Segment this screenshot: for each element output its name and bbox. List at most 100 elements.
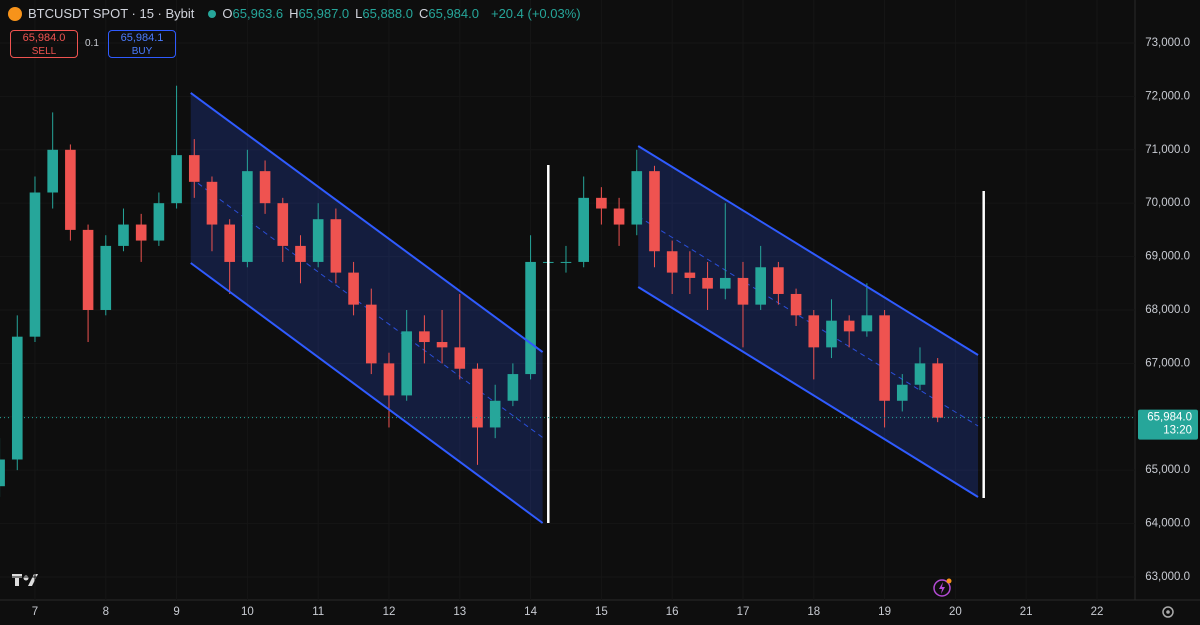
buy-price: 65,984.1: [120, 32, 164, 44]
candle-body: [224, 224, 235, 262]
x-tick-label: 22: [1091, 606, 1104, 618]
candle-body: [914, 363, 926, 385]
y-tick-label: 69,000.0: [1145, 251, 1190, 263]
candle-body: [47, 149, 58, 193]
candle-body: [153, 203, 165, 241]
candle-body: [843, 320, 855, 332]
candle-body: [206, 181, 218, 225]
candle-body: [631, 171, 643, 225]
candle-body: [0, 459, 5, 487]
sell-price: 65,984.0: [22, 32, 66, 44]
candle-body: [879, 315, 890, 401]
candle-body: [702, 277, 713, 289]
ohlc-value: 65,963.6: [232, 6, 284, 21]
candle-body: [525, 261, 536, 375]
candle-body: [684, 272, 696, 278]
candle-body: [277, 203, 289, 246]
x-tick-label: 7: [32, 606, 38, 618]
candle-body: [65, 149, 76, 230]
y-tick-label: 67,000.0: [1145, 357, 1190, 369]
candle-body: [666, 251, 678, 273]
settings-icon[interactable]: [1162, 606, 1174, 618]
candle-body: [649, 171, 660, 252]
ohlc-key: O: [222, 6, 233, 21]
x-tick-label: 12: [383, 606, 396, 618]
candle-body: [188, 155, 200, 182]
candle-body: [560, 261, 572, 263]
candle-body: [596, 197, 607, 209]
candle-body: [773, 267, 784, 294]
candle-body: [489, 400, 501, 428]
y-tick-label: 73,000.0: [1145, 37, 1190, 49]
candle-body: [242, 171, 253, 262]
x-tick-label: 10: [241, 606, 254, 618]
candle-body: [259, 171, 271, 204]
x-tick-label: 15: [595, 606, 608, 618]
candle-body: [118, 224, 129, 246]
x-tick-label: 17: [737, 606, 750, 618]
candle-body: [29, 192, 41, 337]
y-tick-label: 71,000.0: [1145, 144, 1190, 156]
channel-lower: [190, 262, 544, 524]
candle-body: [578, 197, 589, 262]
candle-body: [932, 363, 943, 418]
x-tick-label: 19: [878, 606, 891, 618]
status-dot: [208, 9, 217, 18]
candle-body: [896, 384, 908, 401]
candle-body: [348, 272, 359, 305]
candle-body: [507, 374, 519, 401]
ohlc-value: 65,984.0: [428, 6, 479, 21]
x-tick-label: 8: [103, 606, 109, 618]
spread: 0.1: [85, 38, 99, 49]
candle-body: [365, 304, 377, 364]
candle-body: [312, 219, 324, 262]
ohlc-key: H: [289, 6, 299, 21]
candle-body: [737, 277, 749, 305]
last-price-label: 65,984.0: [1147, 412, 1192, 424]
alert-icon[interactable]: [933, 578, 952, 597]
buy-label: BUY: [131, 46, 153, 57]
ohlc-value: 65,888.0: [362, 6, 413, 21]
candle-body: [826, 320, 837, 348]
channel-upper: [190, 92, 544, 353]
channel-upper: [637, 145, 979, 356]
candle-body: [100, 245, 112, 310]
candle-body: [135, 224, 147, 241]
candle-body: [383, 363, 395, 396]
x-tick-label: 21: [1020, 606, 1033, 618]
x-tick-label: 16: [666, 606, 679, 618]
candle-body: [295, 245, 306, 262]
y-tick-label: 72,000.0: [1145, 90, 1190, 102]
buy-button[interactable]: 65,984.1 BUY: [108, 30, 176, 58]
last-price-tag: [1138, 409, 1198, 440]
y-tick-label: 70,000.0: [1145, 197, 1190, 209]
candle-body: [11, 336, 23, 460]
symbol-title[interactable]: BTCUSDT SPOT · 15 · Bybit: [28, 6, 195, 21]
x-tick-label: 11: [312, 606, 324, 618]
countdown-label: 13:20: [1163, 425, 1192, 437]
x-tick-label: 18: [807, 606, 820, 618]
sell-button[interactable]: 65,984.0 SELL: [10, 30, 78, 58]
x-tick-label: 13: [453, 606, 466, 618]
ohlc: O65,963.6 H65,987.0 L65,888.0 C65,984.0: [222, 6, 485, 21]
candle-body: [472, 368, 483, 428]
candle-body: [330, 219, 342, 273]
channel-lower: [637, 286, 979, 498]
candle-body: [861, 315, 873, 332]
candle-body: [401, 331, 412, 396]
candle-body: [755, 267, 766, 305]
candle-body: [454, 347, 466, 369]
ohlc-key: L: [355, 6, 363, 21]
y-tick-label: 68,000.0: [1145, 304, 1190, 316]
y-tick-label: 64,000.0: [1145, 518, 1190, 530]
candle-body: [790, 293, 802, 316]
x-tick-label: 20: [949, 606, 962, 618]
change: +20.4 (+0.03%): [490, 6, 581, 21]
coin-icon: [8, 6, 22, 21]
ohlc-key: C: [418, 6, 429, 21]
channel-mid: [637, 216, 979, 427]
candle-body: [436, 342, 448, 348]
y-tick-label: 65,000.0: [1145, 464, 1190, 476]
